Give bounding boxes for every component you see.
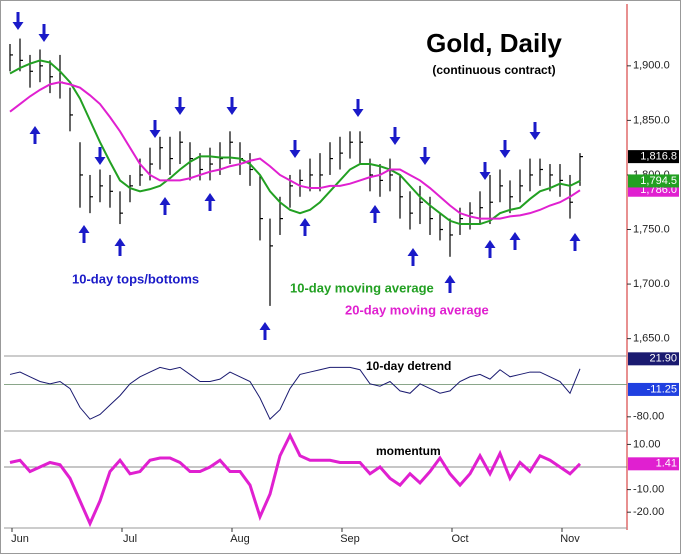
- last-value-label: 21.90: [649, 353, 677, 365]
- last-close-box: [628, 150, 679, 164]
- top-arrow: [226, 97, 238, 115]
- panel-title: momentum: [376, 444, 441, 458]
- y-tick-label: -10.00: [633, 484, 664, 496]
- last-value-box: [628, 352, 679, 366]
- bottom-arrow: [369, 205, 381, 223]
- top-arrow: [38, 24, 50, 42]
- chart-title: Gold, Daily: [426, 28, 562, 58]
- top-arrow: [12, 12, 24, 30]
- bottom-arrow: [204, 193, 216, 211]
- bottom-arrow: [407, 248, 419, 266]
- x-tick-label: Oct: [451, 533, 468, 545]
- x-tick-label: Nov: [560, 533, 580, 545]
- y-tick-label: -80.00: [633, 411, 664, 423]
- x-tick-label: Sep: [340, 533, 360, 545]
- bottom-arrow: [299, 218, 311, 236]
- bottom-arrow: [78, 225, 90, 243]
- y-tick-label: 1,900.0: [633, 60, 670, 72]
- top-arrow: [289, 140, 301, 158]
- last-value-label: 1,794.5: [640, 175, 677, 187]
- indicator-line: [9, 431, 582, 528]
- bottom-arrow: [29, 126, 41, 144]
- level-label: -11.25: [647, 383, 677, 395]
- x-tick-label: Aug: [230, 533, 250, 545]
- last-value-box: [628, 457, 679, 471]
- chart-subtitle: (continuous contract): [432, 63, 555, 77]
- y-tick-label: 1,650.0: [633, 333, 670, 345]
- moving-average-line: [9, 59, 581, 226]
- bottom-arrow: [484, 240, 496, 258]
- top-arrow: [352, 99, 364, 117]
- last-close-label: 1,816.8: [640, 151, 677, 163]
- y-tick-label: 1,850.0: [633, 114, 670, 126]
- bottom-arrow: [444, 275, 456, 293]
- top-arrow: [149, 120, 161, 138]
- bottom-arrow: [114, 238, 126, 256]
- bottom-arrow: [569, 233, 581, 251]
- top-arrow: [479, 162, 491, 180]
- bottom-arrow: [159, 197, 171, 215]
- bottom-arrow: [259, 322, 271, 340]
- bottom-arrow: [509, 232, 521, 250]
- top-arrow: [389, 127, 401, 145]
- series-label: 20-day moving average: [345, 302, 489, 317]
- y-tick-label: 1,700.0: [633, 278, 670, 290]
- top-arrow: [174, 97, 186, 115]
- last-value-label: 1.41: [656, 458, 677, 470]
- top-arrow: [419, 147, 431, 165]
- level-box: [628, 382, 679, 396]
- x-tick-label: Jul: [123, 533, 137, 545]
- top-arrow: [499, 140, 511, 158]
- moving-average-line: [9, 81, 581, 220]
- indicator-line: [9, 366, 581, 421]
- y-tick-label: -20.00: [633, 506, 664, 518]
- top-arrow: [529, 122, 541, 140]
- last-value-box: [628, 174, 679, 188]
- y-tick-label: 10.00: [633, 438, 661, 450]
- panel-title: 10-day detrend: [366, 359, 451, 373]
- series-label: 10-day moving average: [290, 280, 434, 295]
- top-arrow: [94, 147, 106, 165]
- annotation: 10-day tops/bottoms: [72, 271, 199, 286]
- y-tick-label: 1,750.0: [633, 223, 670, 235]
- x-tick-label: Jun: [11, 533, 29, 545]
